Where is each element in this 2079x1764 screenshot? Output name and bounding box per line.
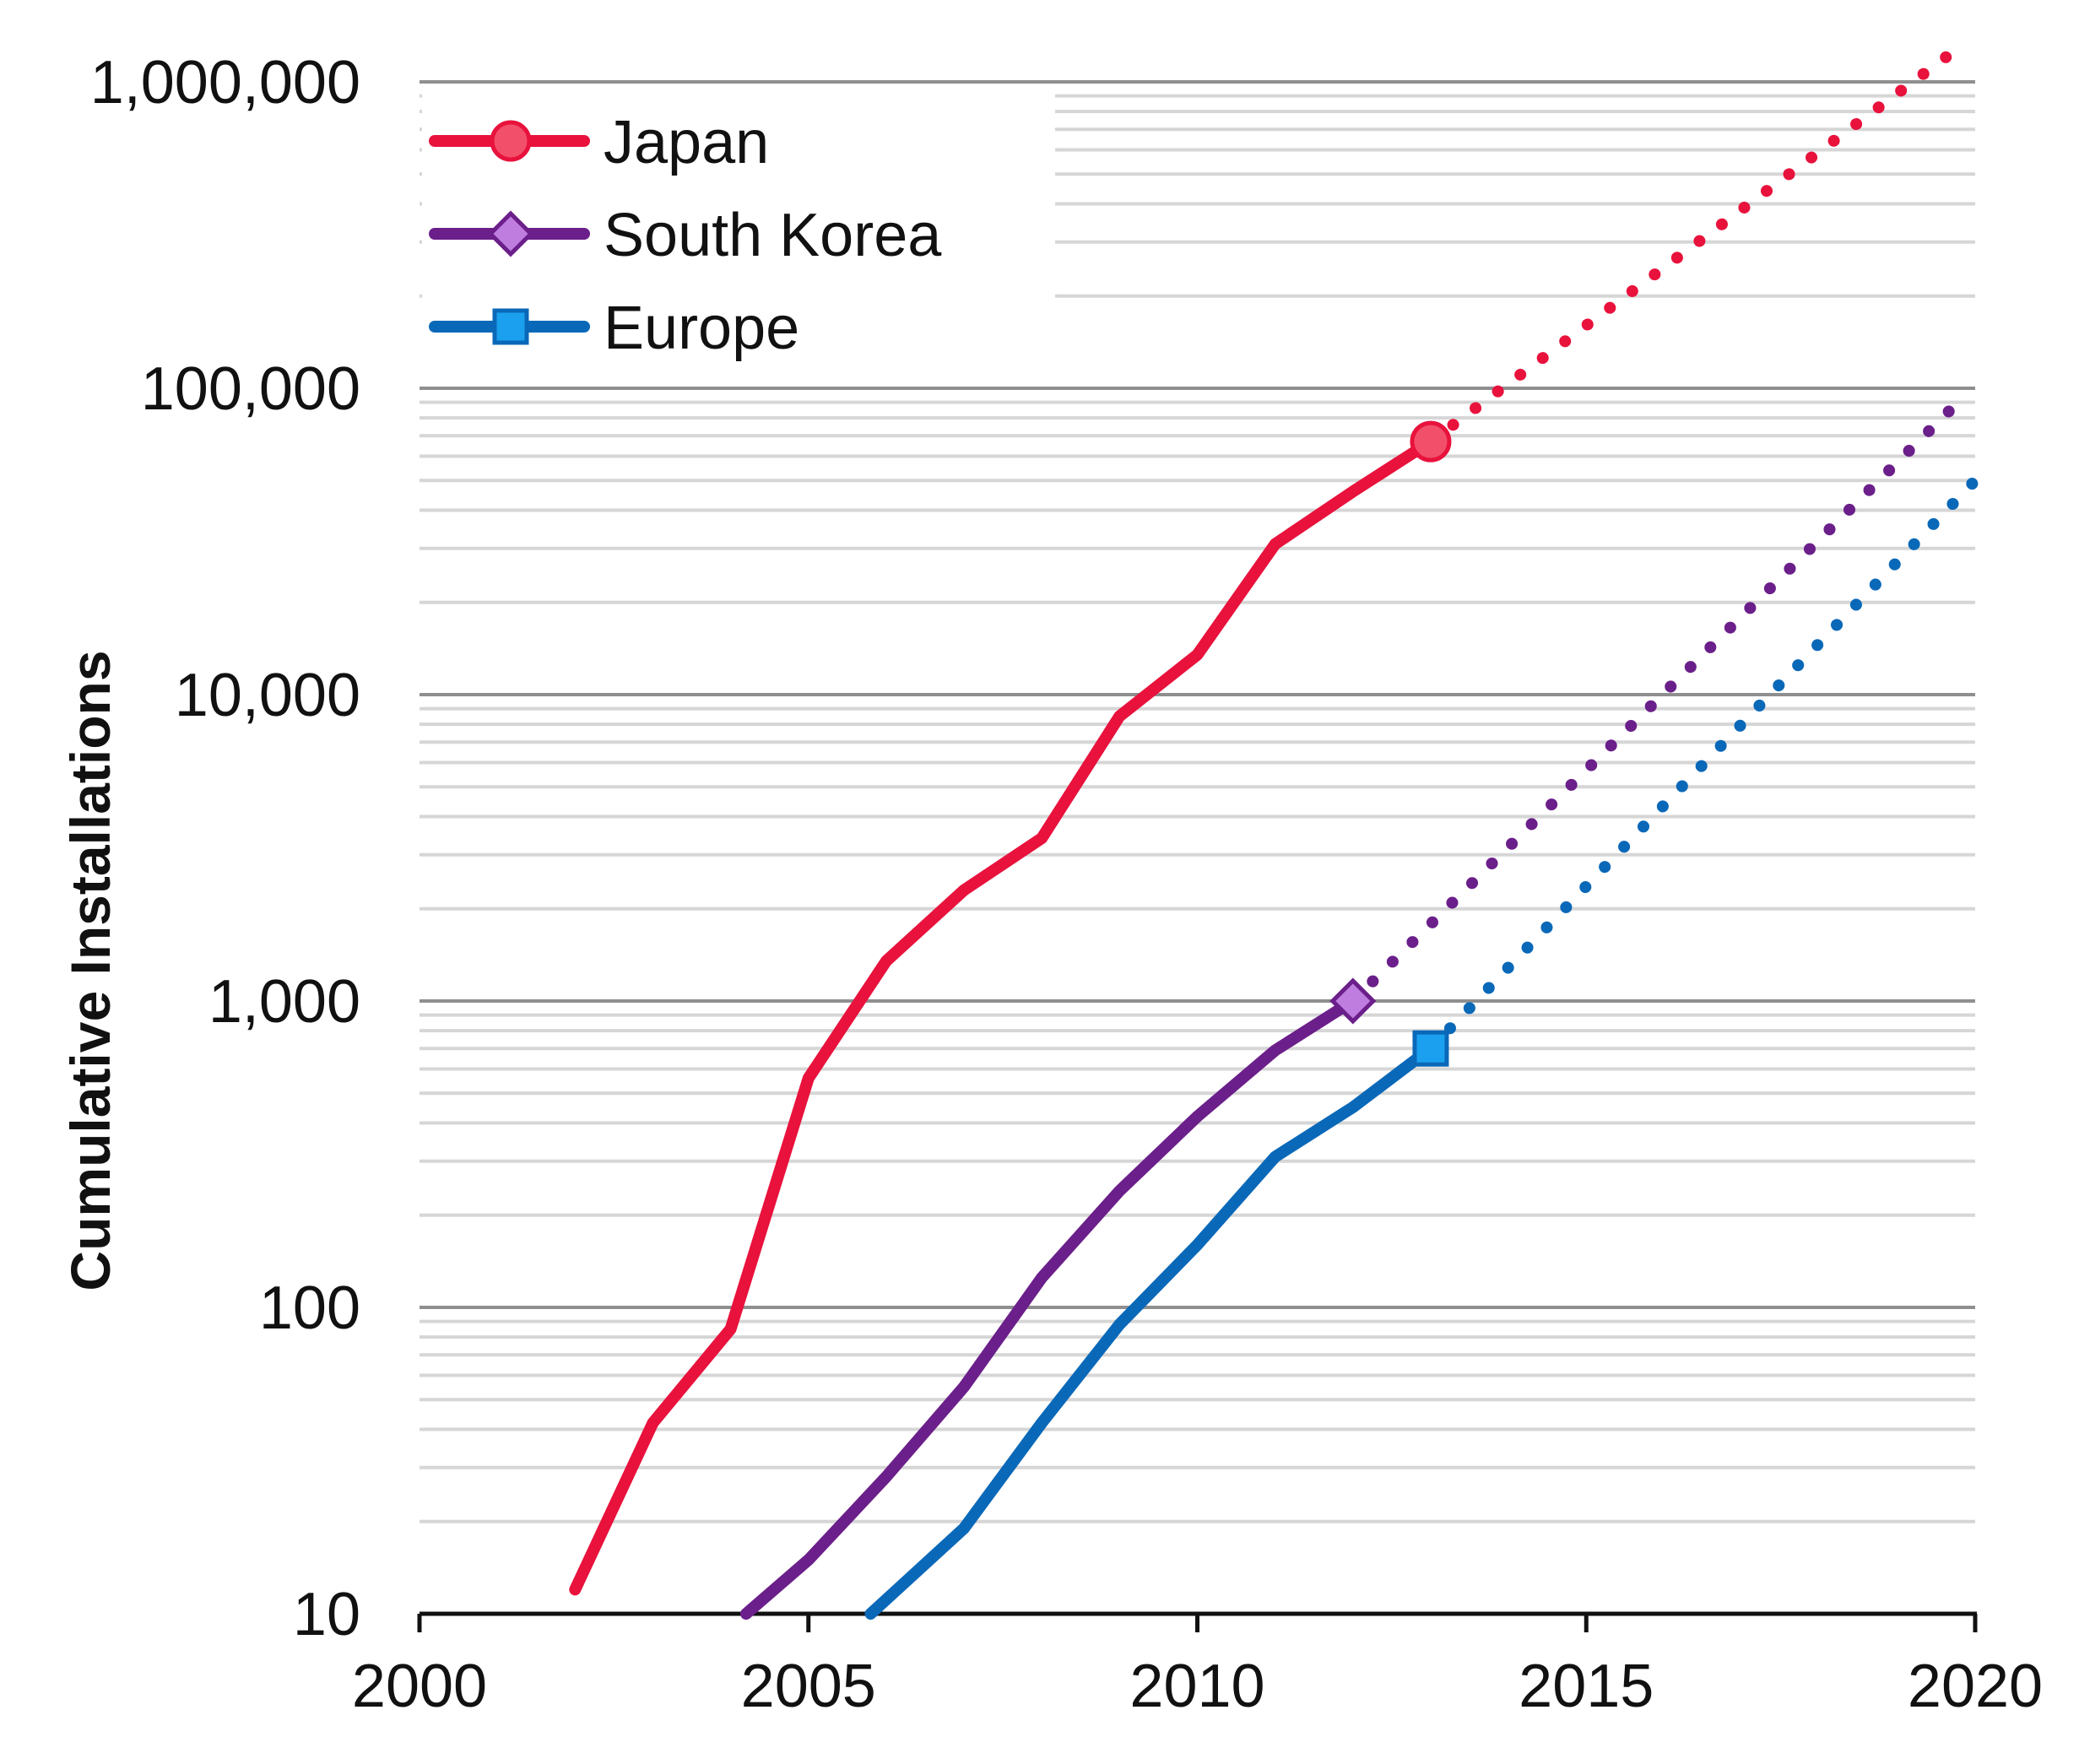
endpoint-marker-europe [1412, 1030, 1449, 1067]
y-axis-tick-labels: 10 100 1,000 10,000 100,000 1,000,000 [90, 49, 360, 1648]
endpoint-marker-japan [1410, 420, 1452, 463]
y-tick-label: 10,000 [175, 662, 360, 729]
x-tick-label: 2000 [352, 1653, 487, 1720]
legend-marker-japan [490, 120, 532, 162]
y-tick-label: 1,000,000 [90, 49, 360, 116]
x-tick-label: 2020 [1908, 1653, 2043, 1720]
y-tick-label: 1,000 [208, 968, 360, 1036]
x-tick-label: 2005 [741, 1653, 876, 1720]
legend: Japan South Korea Europe [429, 109, 942, 362]
projection-line-japan [1425, 41, 1966, 448]
y-tick-label: 10 [293, 1581, 360, 1648]
series-lines [569, 41, 1981, 1620]
projection-line-europe [1425, 474, 1981, 1055]
y-axis-title: Cumulative Installations [59, 650, 122, 1291]
series-line-south-korea [740, 995, 1359, 1620]
series-line-europe [864, 1042, 1437, 1620]
endpoint-marker-south-korea [1329, 977, 1377, 1025]
major-gridlines [420, 80, 1975, 1309]
y-tick-label: 100,000 [141, 355, 360, 423]
x-axis-ticks [417, 1614, 1978, 1632]
y-tick-label: 100 [259, 1274, 360, 1342]
legend-label-europe: Europe [604, 295, 799, 362]
x-tick-label: 2015 [1519, 1653, 1654, 1720]
projection-line-south-korea [1346, 402, 1958, 1007]
legend-marker-europe [492, 308, 529, 345]
x-axis-tick-labels: 2000 2005 2010 2015 2020 [352, 1653, 2043, 1720]
legend-marker-south-korea [487, 210, 534, 257]
series-line-japan [569, 436, 1437, 1596]
x-tick-label: 2010 [1129, 1653, 1264, 1720]
minor-gridlines [420, 94, 1975, 1523]
legend-label-japan: Japan [604, 109, 769, 176]
legend-label-south-korea: South Korea [604, 202, 942, 269]
